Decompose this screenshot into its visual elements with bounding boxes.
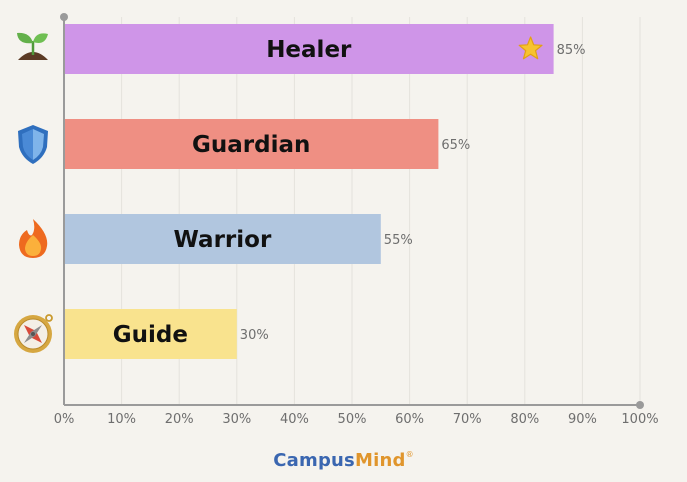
bar-category-label: Healer — [266, 37, 352, 63]
star-icon — [518, 36, 543, 60]
logo-registered-mark: ® — [405, 450, 414, 459]
x-tick-label: 80% — [510, 412, 539, 427]
x-tick-label: 10% — [107, 412, 136, 427]
x-tick-label: 0% — [54, 412, 75, 427]
x-tick-label: 70% — [453, 412, 482, 427]
axes — [60, 13, 644, 409]
bar-value-label: 85% — [557, 43, 586, 58]
shield-icon — [18, 125, 48, 164]
category-icons — [14, 32, 53, 353]
bar-category-label: Guardian — [192, 132, 310, 158]
x-tick-label: 40% — [280, 412, 309, 427]
grid-lines — [121, 17, 641, 405]
bar — [64, 309, 237, 359]
x-axis-end-dot — [636, 401, 644, 409]
x-tick-label: 60% — [395, 412, 424, 427]
bar-category-label: Warrior — [174, 227, 272, 253]
bar — [64, 119, 439, 169]
bar-value-label: 30% — [240, 328, 269, 343]
x-tick-label: 30% — [222, 412, 251, 427]
x-tick-labels: 0% 10% 20% 30% 40% 50% 60% 70% 80% 90% 100% — [54, 412, 659, 427]
logo-text-campus: Campus — [273, 450, 355, 471]
y-axis-end-dot — [60, 13, 68, 21]
bar — [64, 24, 554, 74]
fire-icon — [19, 219, 48, 258]
campusmind-logo: CampusMind® — [0, 450, 687, 471]
logo-text-mind: Mind — [354, 450, 406, 471]
bars: Healer 85% Guardian 65% Warrior 55% Guide 30% — [64, 24, 586, 359]
compass-icon — [14, 314, 53, 353]
seedling-icon — [17, 32, 48, 60]
x-tick-label: 90% — [568, 412, 597, 427]
x-tick-label: 100% — [621, 412, 658, 427]
bar-value-label: 55% — [384, 233, 413, 248]
bar — [64, 214, 381, 264]
x-tick-label: 20% — [165, 412, 194, 427]
bar-category-label: Guide — [113, 322, 188, 348]
x-tick-label: 50% — [338, 412, 367, 427]
bar-value-label: 65% — [441, 138, 470, 153]
